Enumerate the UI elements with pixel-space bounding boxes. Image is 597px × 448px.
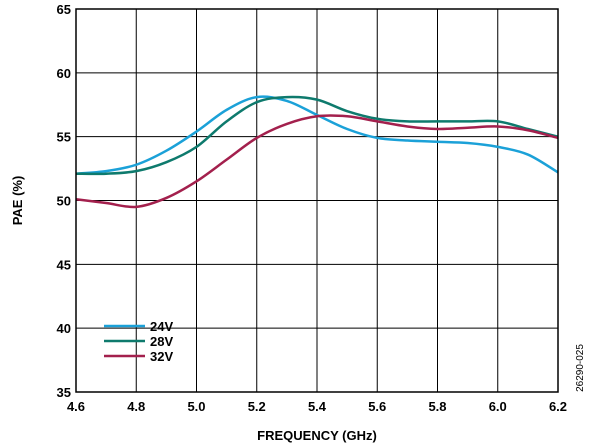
y-tick-label: 35 [57, 385, 71, 400]
legend-label-24v: 24V [150, 319, 173, 334]
x-axis-title: FREQUENCY (GHz) [257, 428, 377, 443]
x-tick-label: 5.8 [428, 399, 446, 414]
y-tick-label: 50 [57, 194, 71, 209]
plot-frame [75, 8, 559, 393]
legend-label-32v: 32V [150, 349, 173, 364]
y-tick-label: 45 [57, 257, 71, 272]
y-tick-labels: 35 40 45 50 55 60 65 [57, 2, 71, 400]
series-line-24v [75, 95, 559, 175]
x-tick-label: 5.4 [308, 399, 327, 414]
y-tick-label: 40 [57, 321, 71, 336]
x-tick-label: 5.2 [248, 399, 266, 414]
x-tick-label: 6.2 [549, 399, 567, 414]
series-line-28v [75, 95, 559, 176]
series-lines [75, 95, 559, 209]
series-line-32v [75, 114, 559, 209]
x-tick-labels: 4.6 4.8 5.0 5.2 5.4 5.6 5.8 6.0 6.2 [67, 399, 567, 414]
y-tick-label: 60 [57, 66, 71, 81]
y-tick-label: 55 [57, 130, 71, 145]
x-tick-label: 6.0 [489, 399, 507, 414]
figure-id: 26290-025 [575, 344, 586, 392]
legend-label-28v: 28V [150, 334, 173, 349]
y-tick-label: 65 [57, 2, 71, 17]
x-tick-label: 5.6 [368, 399, 386, 414]
x-tick-label: 4.8 [127, 399, 145, 414]
x-tick-label: 5.0 [187, 399, 205, 414]
y-axis-title: PAE (%) [10, 176, 25, 226]
grid [75, 8, 559, 393]
x-tick-label: 4.6 [67, 399, 85, 414]
